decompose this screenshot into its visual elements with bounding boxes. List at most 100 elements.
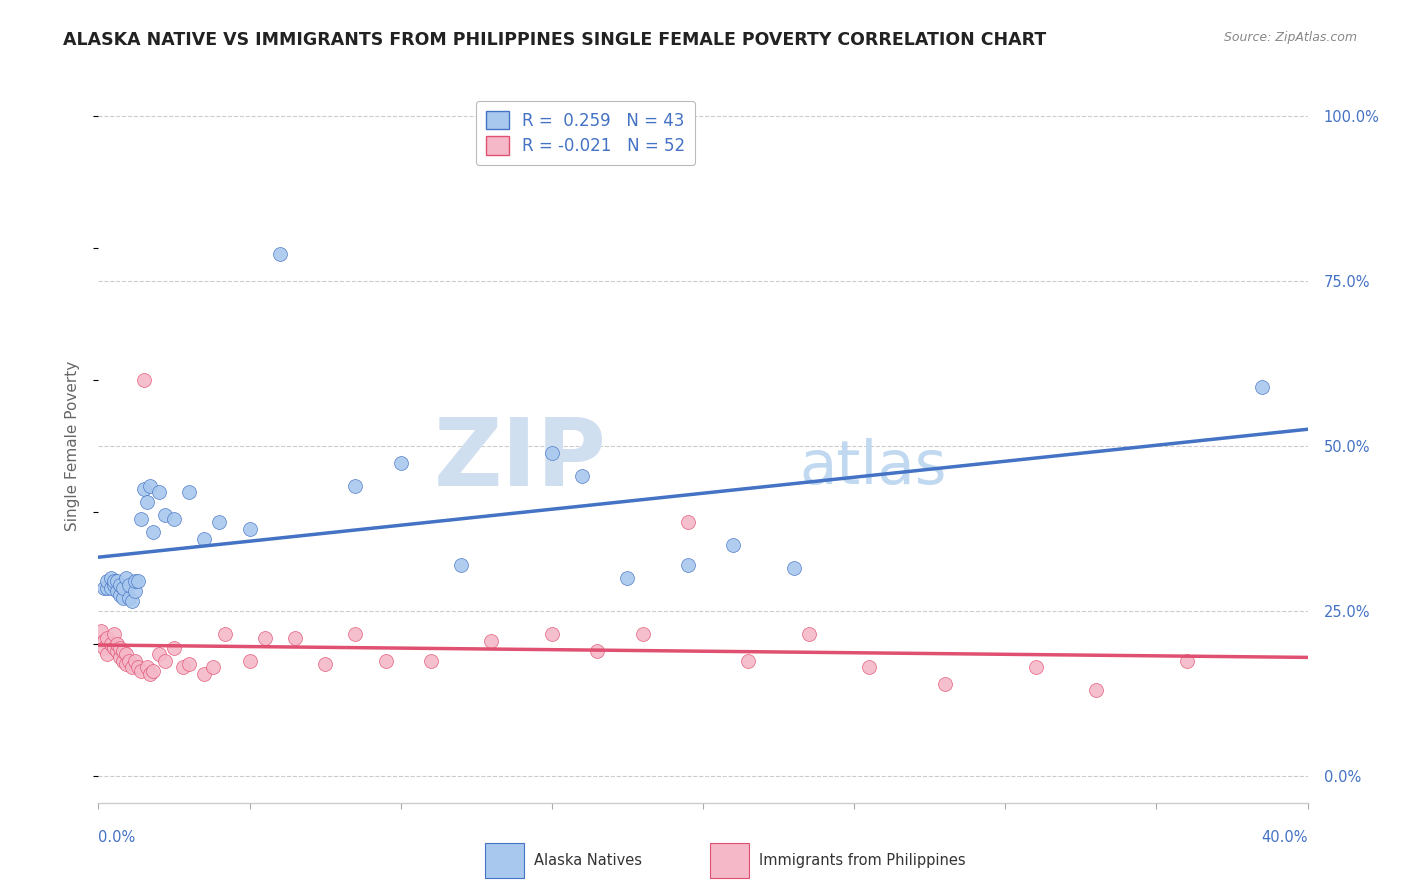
Point: [193, 667, 215, 681]
Point: [108, 650, 131, 665]
Point: [103, 578, 125, 592]
Point: [163, 640, 186, 655]
Text: ALASKA NATIVE VS IMMIGRANTS FROM PHILIPPINES SINGLE FEMALE POVERTY CORRELATION C: ALASKA NATIVE VS IMMIGRANTS FROM PHILIPP…: [63, 31, 1046, 49]
Point: [481, 634, 503, 648]
Point: [540, 627, 562, 641]
Point: [111, 581, 134, 595]
Text: atlas: atlas: [800, 438, 948, 497]
Point: [163, 511, 186, 525]
Point: [179, 485, 201, 500]
Point: [93, 634, 115, 648]
Text: 0.0%: 0.0%: [98, 830, 135, 845]
Point: [103, 640, 125, 655]
Point: [148, 647, 170, 661]
Point: [108, 588, 131, 602]
Point: [103, 574, 125, 589]
Point: [214, 627, 236, 641]
Point: [284, 631, 307, 645]
Point: [723, 538, 745, 552]
Point: [858, 660, 880, 674]
Point: [96, 581, 118, 595]
Point: [132, 482, 155, 496]
Point: [676, 558, 699, 572]
Point: [105, 637, 128, 651]
Point: [135, 660, 157, 674]
Point: [314, 657, 336, 671]
Point: [118, 654, 141, 668]
Text: ZIP: ZIP: [433, 414, 606, 507]
Point: [129, 664, 152, 678]
Point: [202, 660, 225, 674]
Point: [93, 640, 115, 655]
Point: [1085, 683, 1108, 698]
Point: [389, 456, 412, 470]
Point: [142, 524, 165, 539]
Point: [269, 247, 291, 261]
Point: [118, 578, 141, 592]
Point: [114, 647, 136, 661]
Point: [153, 654, 176, 668]
Point: [148, 485, 170, 500]
Point: [124, 574, 146, 589]
Point: [121, 660, 143, 674]
FancyBboxPatch shape: [710, 843, 749, 878]
Point: [139, 478, 162, 492]
Y-axis label: Single Female Poverty: Single Female Poverty: [65, 361, 80, 531]
Point: [616, 571, 638, 585]
Point: [571, 468, 593, 483]
Point: [783, 561, 806, 575]
Point: [108, 640, 131, 655]
Point: [142, 664, 165, 678]
Point: [420, 654, 443, 668]
Point: [105, 574, 128, 589]
Point: [450, 558, 472, 572]
Text: 40.0%: 40.0%: [1261, 830, 1308, 845]
Point: [105, 584, 128, 599]
Point: [934, 677, 956, 691]
Point: [179, 657, 201, 671]
Point: [676, 515, 699, 529]
Point: [124, 584, 146, 599]
Point: [540, 445, 562, 459]
Point: [239, 522, 262, 536]
Point: [93, 581, 115, 595]
Text: Alaska Natives: Alaska Natives: [534, 853, 643, 868]
Point: [153, 508, 176, 523]
Point: [737, 654, 759, 668]
Point: [129, 511, 152, 525]
Point: [1024, 660, 1046, 674]
Point: [100, 637, 122, 651]
Point: [344, 627, 367, 641]
Point: [172, 660, 194, 674]
Point: [114, 657, 136, 671]
Point: [100, 581, 122, 595]
Point: [124, 654, 146, 668]
Point: [1175, 654, 1198, 668]
Point: [96, 574, 118, 589]
Point: [631, 627, 654, 641]
Point: [253, 631, 276, 645]
Point: [114, 571, 136, 585]
Point: [127, 574, 149, 589]
Point: [96, 647, 118, 661]
Legend: R =  0.259   N = 43, R = -0.021   N = 52: R = 0.259 N = 43, R = -0.021 N = 52: [475, 101, 696, 165]
Point: [135, 495, 157, 509]
Point: [103, 627, 125, 641]
Point: [121, 594, 143, 608]
Text: Source: ZipAtlas.com: Source: ZipAtlas.com: [1223, 31, 1357, 45]
Point: [344, 478, 367, 492]
Point: [96, 631, 118, 645]
Point: [111, 591, 134, 605]
Point: [193, 532, 215, 546]
Point: [586, 644, 609, 658]
Point: [132, 373, 155, 387]
Point: [1251, 379, 1274, 393]
Point: [111, 644, 134, 658]
Point: [100, 571, 122, 585]
Point: [208, 515, 231, 529]
FancyBboxPatch shape: [485, 843, 524, 878]
Point: [111, 654, 134, 668]
Point: [139, 667, 162, 681]
Point: [105, 644, 128, 658]
Point: [797, 627, 820, 641]
